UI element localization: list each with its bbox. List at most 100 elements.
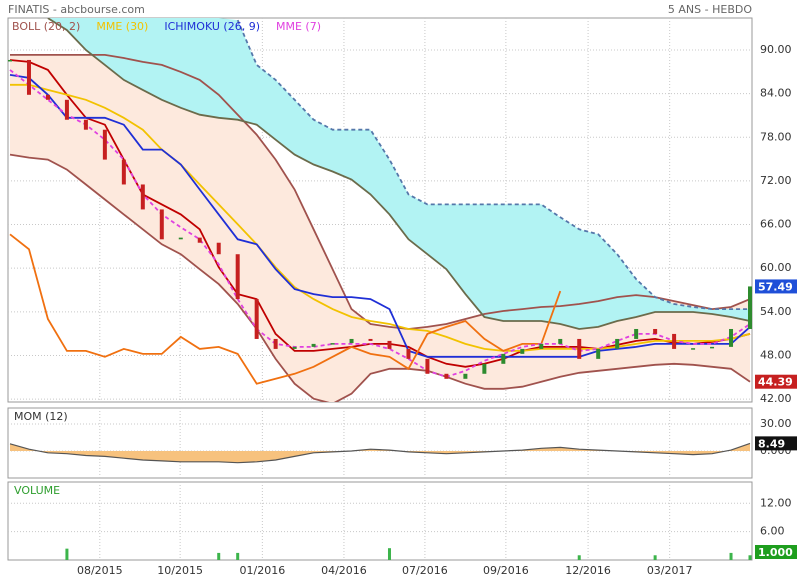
candle [273, 338, 278, 349]
candle [539, 343, 544, 349]
volume-bar [217, 552, 221, 560]
candle [368, 338, 373, 341]
x-tick-label: 04/2016 [321, 564, 367, 577]
indicator-line [47, 18, 751, 330]
last-value-label: 57.49 [758, 280, 793, 293]
candle [463, 373, 468, 379]
candle [102, 129, 107, 160]
volume-bar [387, 548, 391, 560]
candle [235, 254, 240, 300]
candle [691, 348, 696, 350]
candle [216, 242, 221, 255]
last-value-box [755, 279, 797, 294]
candle [178, 237, 183, 240]
candle [140, 184, 145, 210]
x-tick-label: 03/2017 [647, 564, 693, 577]
last-value-label: 8.49 [758, 437, 785, 450]
candle [729, 328, 734, 347]
mom-plot [8, 408, 752, 478]
mom-title: MOM (12) [14, 410, 68, 423]
y-tick-label: 66.00 [760, 218, 792, 231]
y-tick-label: 12.00 [760, 496, 792, 509]
candle [121, 159, 126, 185]
volume-bar [65, 548, 69, 560]
legend-entry: ICHIMOKU (26, 9) [164, 20, 260, 33]
candle [672, 333, 677, 349]
indicator-line [9, 59, 751, 368]
overlay: 08/2015 10/2015 01/2016 04/2016 07/2016 09/20… [12, 20, 797, 577]
volume-bar [577, 555, 581, 560]
volume-title: VOLUME [14, 484, 60, 497]
volume-bar [236, 552, 240, 560]
indicator-line [10, 83, 751, 352]
x-tick-label: 08/2015 [77, 564, 123, 577]
y-tick-label: 42.00 [760, 392, 792, 405]
candle [710, 346, 715, 349]
y-tick-label: 60.00 [760, 261, 792, 274]
candle [254, 299, 259, 339]
y-tick-label: 54.00 [760, 305, 792, 318]
candle [482, 363, 487, 374]
volume-panel [7, 481, 753, 561]
indicator-line [9, 233, 562, 385]
candle [311, 343, 316, 347]
mom-line [9, 442, 751, 464]
y-tick-label: 78.00 [760, 130, 792, 143]
volume-bar [653, 555, 657, 560]
volume-bar [748, 555, 752, 560]
y-tick-label: 72.00 [760, 174, 792, 187]
candle [349, 338, 354, 344]
y-tick-label: 90.00 [760, 43, 792, 56]
candle [83, 119, 88, 130]
y-tick-label: 84.00 [760, 87, 792, 100]
candle [748, 286, 752, 329]
last-value-label: 1.000 [758, 546, 793, 559]
y-tick-label: 6.00 [760, 525, 785, 538]
last-value-box [755, 374, 797, 389]
indicator-line [9, 69, 751, 378]
volume-bar [729, 552, 733, 560]
candle [292, 346, 297, 349]
legend-entry: MME (30) [96, 20, 148, 33]
candle [501, 353, 506, 364]
candle [520, 348, 525, 354]
band-fill [47, 18, 750, 329]
x-tick-label: 10/2015 [157, 564, 203, 577]
candle [387, 340, 392, 349]
indicator-line [9, 74, 751, 358]
candle [558, 338, 563, 344]
main-panel [7, 17, 753, 403]
x-tick-label: 07/2016 [402, 564, 448, 577]
last-value-label: 44.39 [758, 376, 793, 389]
last-value-box [755, 436, 797, 451]
candle [26, 59, 31, 95]
legend-entry: BOLL (20, 2) [12, 20, 80, 33]
indicator-line [236, 19, 750, 310]
candle [615, 338, 620, 349]
candle [444, 373, 449, 379]
candle [159, 209, 164, 240]
y-tick-label: 30.00 [760, 417, 792, 430]
last-value-box [755, 545, 797, 559]
x-tick-label: 09/2016 [483, 564, 529, 577]
volume-plot [8, 482, 752, 560]
indicator-line [9, 153, 751, 402]
x-tick-label: 12/2016 [565, 564, 611, 577]
main-plot [8, 18, 752, 402]
candle [8, 59, 12, 62]
indicator-line [10, 54, 751, 330]
candle [596, 348, 601, 359]
candle [634, 328, 639, 339]
candle [197, 237, 202, 243]
chart-title: FINATIS - abcbourse.com [8, 3, 145, 16]
legend-entry: MME (7) [276, 20, 321, 33]
candle [406, 348, 411, 359]
x-tick-label: 01/2016 [240, 564, 286, 577]
candle [64, 99, 69, 120]
candle [653, 328, 658, 334]
period: 5 ANS - HEBDO [668, 3, 752, 16]
candle [577, 338, 582, 359]
candle [330, 343, 335, 345]
candle [45, 94, 50, 100]
